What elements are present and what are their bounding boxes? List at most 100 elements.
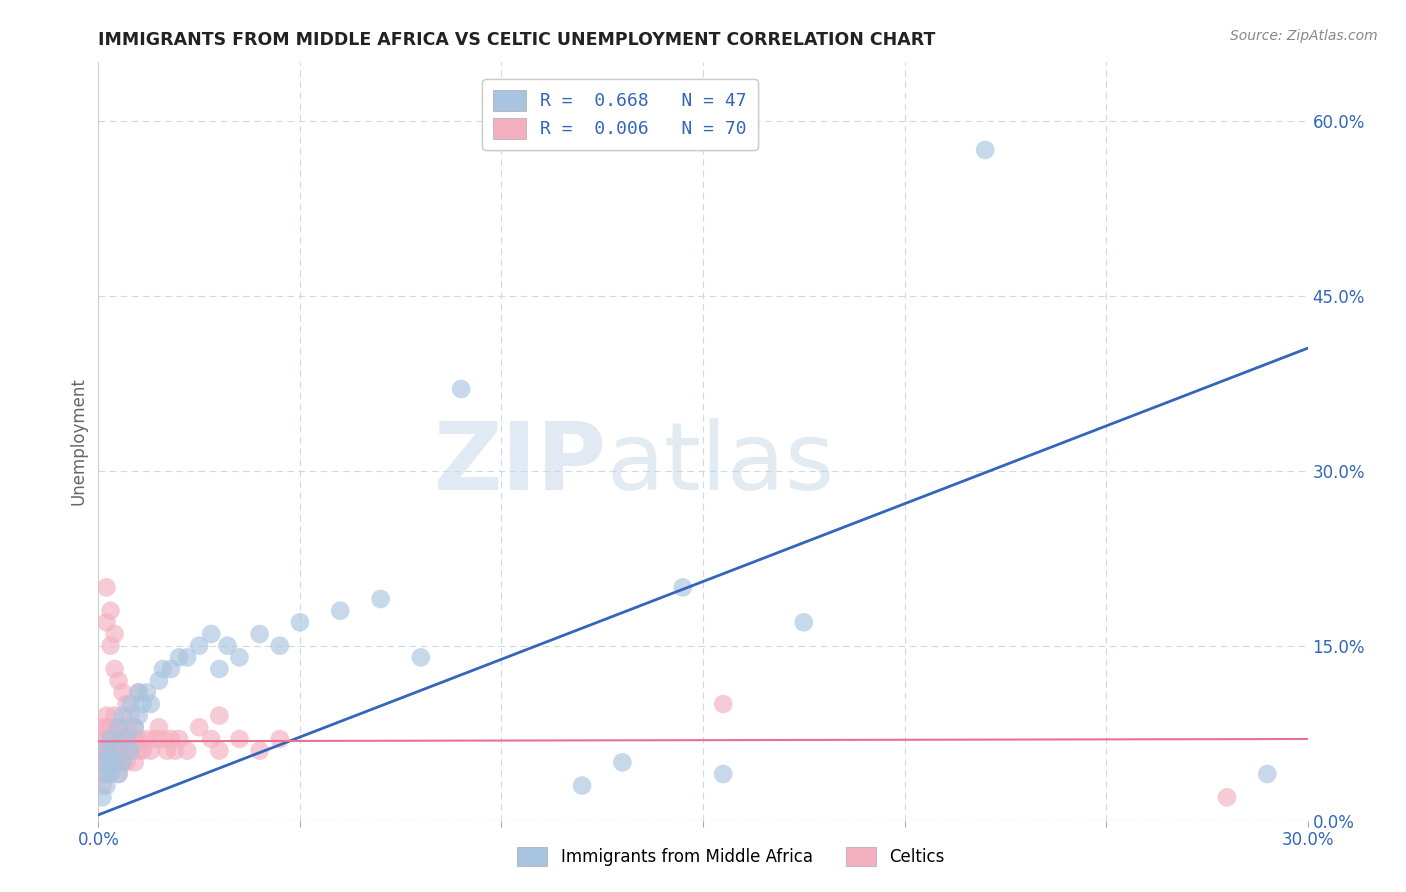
Point — [160, 662, 183, 676]
Point — [160, 731, 183, 746]
Point — [91, 756, 114, 770]
Point — [167, 731, 190, 746]
Point — [100, 604, 122, 618]
Point — [128, 744, 150, 758]
Point — [111, 756, 134, 770]
Point — [612, 756, 634, 770]
Point — [100, 731, 122, 746]
Point — [228, 650, 250, 665]
Point — [91, 790, 114, 805]
Point — [91, 731, 114, 746]
Point — [132, 744, 155, 758]
Point — [974, 143, 997, 157]
Point — [111, 685, 134, 699]
Point — [148, 673, 170, 688]
Text: ZIP: ZIP — [433, 418, 606, 510]
Point — [409, 650, 432, 665]
Point — [329, 604, 352, 618]
Point — [249, 627, 271, 641]
Point — [711, 767, 734, 781]
Point — [100, 756, 122, 770]
Point — [103, 744, 125, 758]
Point — [103, 756, 125, 770]
Point — [96, 756, 118, 770]
Point — [100, 767, 122, 781]
Point — [111, 731, 134, 746]
Point — [100, 639, 122, 653]
Text: atlas: atlas — [606, 418, 835, 510]
Point — [115, 697, 138, 711]
Point — [139, 697, 162, 711]
Point — [111, 708, 134, 723]
Point — [120, 708, 142, 723]
Point — [128, 685, 150, 699]
Point — [1256, 767, 1278, 781]
Point — [111, 756, 134, 770]
Point — [135, 731, 157, 746]
Point — [128, 685, 150, 699]
Point — [672, 580, 695, 594]
Point — [107, 756, 129, 770]
Point — [107, 767, 129, 781]
Point — [107, 673, 129, 688]
Point — [217, 639, 239, 653]
Point — [91, 756, 114, 770]
Point — [96, 580, 118, 594]
Point — [115, 756, 138, 770]
Point — [793, 615, 815, 630]
Point — [100, 756, 122, 770]
Point — [249, 744, 271, 758]
Point — [163, 744, 186, 758]
Point — [208, 662, 231, 676]
Point — [107, 720, 129, 734]
Point — [115, 720, 138, 734]
Point — [120, 731, 142, 746]
Y-axis label: Unemployment: Unemployment — [69, 377, 87, 506]
Point — [139, 744, 162, 758]
Point — [571, 779, 593, 793]
Point — [91, 744, 114, 758]
Point — [124, 720, 146, 734]
Legend: R =  0.668   N = 47, R =  0.006   N = 70: R = 0.668 N = 47, R = 0.006 N = 70 — [482, 79, 758, 150]
Point — [96, 744, 118, 758]
Point — [148, 720, 170, 734]
Point — [156, 744, 179, 758]
Point — [120, 744, 142, 758]
Point — [167, 650, 190, 665]
Point — [100, 720, 122, 734]
Point — [176, 744, 198, 758]
Point — [135, 685, 157, 699]
Point — [103, 731, 125, 746]
Point — [96, 720, 118, 734]
Point — [208, 708, 231, 723]
Point — [200, 731, 222, 746]
Point — [91, 779, 114, 793]
Point — [124, 731, 146, 746]
Point — [100, 756, 122, 770]
Point — [103, 756, 125, 770]
Point — [103, 627, 125, 641]
Point — [96, 767, 118, 781]
Point — [143, 731, 166, 746]
Point — [96, 615, 118, 630]
Point — [91, 720, 114, 734]
Point — [103, 708, 125, 723]
Point — [96, 767, 118, 781]
Point — [370, 592, 392, 607]
Point — [269, 639, 291, 653]
Point — [152, 731, 174, 746]
Point — [200, 627, 222, 641]
Point — [188, 720, 211, 734]
Point — [96, 779, 118, 793]
Point — [228, 731, 250, 746]
Point — [124, 756, 146, 770]
Point — [96, 708, 118, 723]
Point — [115, 744, 138, 758]
Point — [107, 731, 129, 746]
Point — [120, 697, 142, 711]
Point — [124, 720, 146, 734]
Text: Source: ZipAtlas.com: Source: ZipAtlas.com — [1230, 29, 1378, 43]
Point — [91, 767, 114, 781]
Point — [111, 744, 134, 758]
Point — [107, 744, 129, 758]
